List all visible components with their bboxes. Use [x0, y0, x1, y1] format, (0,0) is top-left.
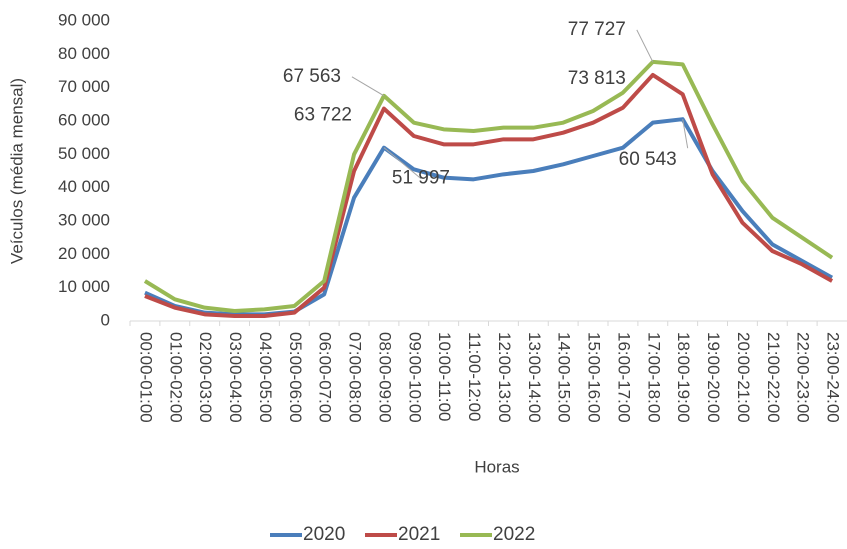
y-tick-label: 0 [101, 310, 110, 329]
legend-label: 2020 [303, 524, 345, 544]
legend-label: 2022 [493, 524, 535, 544]
x-tick-label: 16:00-17:00 [614, 332, 633, 423]
x-tick-label: 23:00-24:00 [824, 332, 843, 423]
x-tick-label: 17:00-18:00 [644, 332, 663, 423]
x-tick-label: 04:00-05:00 [256, 332, 275, 423]
data-label: 73 813 [568, 68, 626, 89]
x-tick-label: 03:00-04:00 [226, 332, 245, 423]
data-label: 77 727 [568, 19, 626, 40]
x-tick-label: 13:00-14:00 [525, 332, 544, 423]
y-axis-title: Veículos (média mensal) [7, 78, 26, 264]
y-tick-label: 80 000 [58, 44, 110, 63]
series-line [143, 59, 834, 313]
y-tick-label: 90 000 [58, 10, 110, 29]
data-label: 63 722 [294, 105, 352, 126]
data-label: 67 563 [283, 66, 341, 87]
x-tick-label: 18:00-19:00 [674, 332, 693, 423]
x-tick-label: 12:00-13:00 [495, 332, 514, 423]
legend-label: 2021 [398, 524, 440, 544]
x-tick-label: 09:00-10:00 [405, 332, 424, 423]
x-tick-label: 21:00-22:00 [764, 332, 783, 423]
y-tick-label: 50 000 [58, 144, 110, 163]
series-line [144, 72, 834, 318]
y-tick-label: 10 000 [58, 277, 110, 296]
data-label: 51 997 [392, 168, 450, 189]
x-tick-label: 19:00-20:00 [704, 332, 723, 423]
leader-line [636, 29, 654, 63]
x-tick-label: 01:00-02:00 [166, 332, 185, 423]
y-tick-label: 60 000 [58, 110, 110, 129]
x-tick-label: 11:00-12:00 [465, 332, 484, 421]
leader-line [383, 147, 422, 180]
data-label: 60 543 [619, 149, 677, 170]
x-tick-label: 08:00-09:00 [375, 332, 394, 423]
x-axis-title: Horas [474, 457, 519, 476]
x-tick-label: 05:00-06:00 [286, 332, 305, 423]
leader-line [682, 119, 689, 149]
x-tick-label: 02:00-03:00 [196, 332, 215, 423]
series-line [144, 117, 834, 317]
x-tick-label: 20:00-21:00 [734, 332, 753, 423]
x-tick-label: 10:00-11:00 [435, 332, 454, 421]
x-tick-label: 00:00-01:00 [136, 332, 155, 423]
leader-line [351, 76, 385, 97]
y-tick-label: 70 000 [58, 77, 110, 96]
x-tick-label: 07:00-08:00 [346, 332, 365, 423]
y-tick-label: 40 000 [58, 177, 110, 196]
y-tick-label: 20 000 [58, 244, 110, 263]
x-tick-label: 14:00-15:00 [555, 332, 574, 423]
x-tick-label: 06:00-07:00 [316, 332, 335, 423]
x-tick-label: 22:00-23:00 [794, 332, 813, 423]
y-tick-label: 30 000 [58, 210, 110, 229]
x-tick-label: 15:00-16:00 [585, 332, 604, 423]
